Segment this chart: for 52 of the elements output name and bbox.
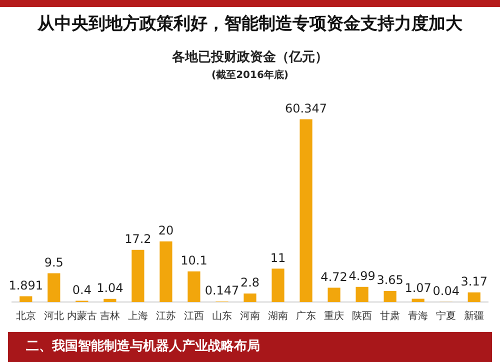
x-tick-label: 江苏 <box>156 310 176 322</box>
x-tick-label: 甘肃 <box>380 310 400 322</box>
bar <box>188 271 200 302</box>
x-tick-label: 湖南 <box>268 310 288 322</box>
bar <box>104 298 116 302</box>
bar <box>160 241 172 302</box>
bar <box>48 273 60 302</box>
bar <box>272 268 284 302</box>
x-tick-label: 河南 <box>240 310 260 322</box>
data-label: 60.347 <box>285 101 328 116</box>
bar <box>384 290 396 302</box>
chart-title: 各地已投财政资金（亿元） <box>171 49 329 66</box>
data-label: 4.99 <box>348 269 376 284</box>
data-label: 1.07 <box>404 280 432 295</box>
data-label: 11 <box>270 250 286 265</box>
x-tick-label: 山东 <box>212 310 232 322</box>
x-tick-label: 上海 <box>128 310 148 322</box>
data-label: 3.17 <box>460 274 488 289</box>
data-label: 0.04 <box>432 284 460 298</box>
text: 从中央到地方政策利好，智能制造专项资金支持力度加大 <box>36 13 464 35</box>
data-label: 4.72 <box>320 270 348 284</box>
data-label: 1.891 <box>8 278 44 292</box>
bar <box>132 250 144 302</box>
x-tick-label: 吉林 <box>100 310 120 322</box>
x-tick-label: 重庆 <box>324 310 344 322</box>
x-tick-label: 新疆 <box>464 310 484 322</box>
bar <box>244 294 256 302</box>
x-tick-label: 陕西 <box>352 310 372 322</box>
data-label: 3.65 <box>376 273 404 288</box>
chart-subtitle: (截至2016年底) <box>210 68 290 82</box>
x-tick-label: 内蒙古 <box>66 310 97 322</box>
data-label: 17.2 <box>124 232 152 246</box>
bar <box>412 298 424 302</box>
x-tick-label: 宁夏 <box>436 310 456 322</box>
bar <box>300 119 312 302</box>
data-label: 2.8 <box>240 276 260 290</box>
data-label: 1.04 <box>96 280 124 295</box>
data-label: 20 <box>158 224 174 238</box>
data-label: 0.147 <box>204 284 240 298</box>
x-tick-label: 广东 <box>296 310 316 322</box>
x-tick-label: 青海 <box>408 310 428 322</box>
data-label: 0.4 <box>72 282 92 297</box>
data-label: 9.5 <box>44 255 64 270</box>
data-label: 10.1 <box>180 254 208 268</box>
text: 二、我国智能制造与机器人产业战略布局 <box>8 332 492 362</box>
bar <box>20 296 32 302</box>
x-tick-label: 北京 <box>16 310 36 322</box>
x-tick-label: 江西 <box>184 310 204 322</box>
bar <box>356 286 368 302</box>
bar <box>328 288 340 302</box>
bar <box>468 292 480 302</box>
x-tick-label: 河北 <box>44 310 64 322</box>
